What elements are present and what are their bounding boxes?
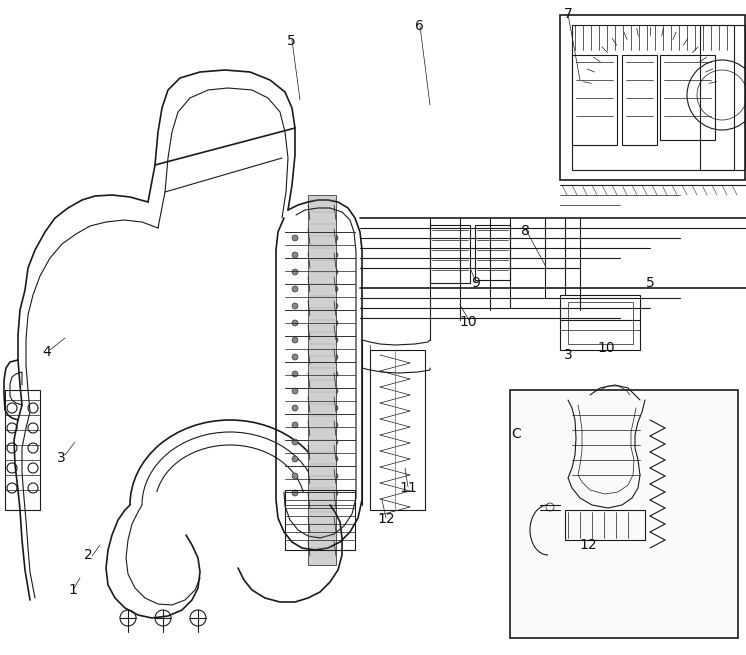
Text: 9: 9	[471, 276, 480, 290]
Circle shape	[292, 303, 298, 309]
Circle shape	[312, 354, 318, 360]
Circle shape	[292, 422, 298, 428]
Circle shape	[312, 490, 318, 496]
Text: 5: 5	[646, 276, 655, 290]
Circle shape	[292, 252, 298, 258]
Circle shape	[332, 354, 338, 360]
Circle shape	[312, 303, 318, 309]
Text: C: C	[511, 426, 521, 441]
Bar	[510, 390, 738, 638]
Circle shape	[332, 388, 338, 394]
Circle shape	[312, 439, 318, 445]
Circle shape	[332, 490, 338, 496]
Text: 12: 12	[377, 512, 395, 526]
Bar	[475, 225, 510, 280]
Circle shape	[332, 320, 338, 326]
Circle shape	[332, 371, 338, 377]
Bar	[660, 55, 715, 140]
Circle shape	[292, 439, 298, 445]
Circle shape	[332, 456, 338, 462]
Text: 3: 3	[564, 348, 573, 362]
Bar	[622, 55, 657, 145]
Circle shape	[312, 252, 318, 258]
Text: 11: 11	[400, 481, 418, 495]
Text: 7: 7	[564, 7, 573, 22]
Bar	[700, 25, 745, 170]
Circle shape	[312, 337, 318, 343]
Circle shape	[332, 235, 338, 241]
Circle shape	[312, 320, 318, 326]
Circle shape	[312, 473, 318, 479]
Circle shape	[312, 269, 318, 275]
Circle shape	[292, 320, 298, 326]
Text: 2: 2	[84, 548, 93, 563]
Circle shape	[332, 286, 338, 292]
Circle shape	[332, 422, 338, 428]
Circle shape	[292, 286, 298, 292]
Bar	[370, 350, 425, 510]
Circle shape	[292, 354, 298, 360]
Circle shape	[312, 405, 318, 411]
Text: 6: 6	[415, 19, 424, 33]
Bar	[5, 390, 40, 510]
Text: 10: 10	[597, 341, 615, 356]
Bar	[560, 15, 745, 180]
Circle shape	[332, 405, 338, 411]
Circle shape	[292, 269, 298, 275]
Circle shape	[332, 303, 338, 309]
Bar	[572, 55, 617, 145]
Circle shape	[332, 473, 338, 479]
Bar	[565, 510, 645, 540]
Circle shape	[332, 439, 338, 445]
Bar	[430, 225, 470, 283]
Circle shape	[292, 490, 298, 496]
Text: 1: 1	[69, 582, 78, 597]
Circle shape	[292, 388, 298, 394]
Circle shape	[292, 235, 298, 241]
Circle shape	[332, 269, 338, 275]
Bar	[560, 295, 640, 350]
Circle shape	[312, 456, 318, 462]
Circle shape	[292, 473, 298, 479]
Bar	[572, 25, 734, 170]
Circle shape	[312, 235, 318, 241]
Text: 3: 3	[57, 451, 66, 466]
Bar	[308, 195, 336, 565]
Circle shape	[332, 337, 338, 343]
Circle shape	[312, 388, 318, 394]
Circle shape	[312, 286, 318, 292]
Circle shape	[292, 371, 298, 377]
Circle shape	[332, 252, 338, 258]
Bar	[568, 302, 633, 344]
Circle shape	[312, 422, 318, 428]
Text: 5: 5	[286, 33, 295, 48]
Circle shape	[292, 337, 298, 343]
Circle shape	[292, 405, 298, 411]
Circle shape	[292, 456, 298, 462]
Text: 10: 10	[460, 315, 477, 329]
Text: 12: 12	[579, 538, 597, 552]
Text: 4: 4	[42, 345, 51, 360]
Text: 8: 8	[521, 223, 530, 238]
Circle shape	[312, 371, 318, 377]
